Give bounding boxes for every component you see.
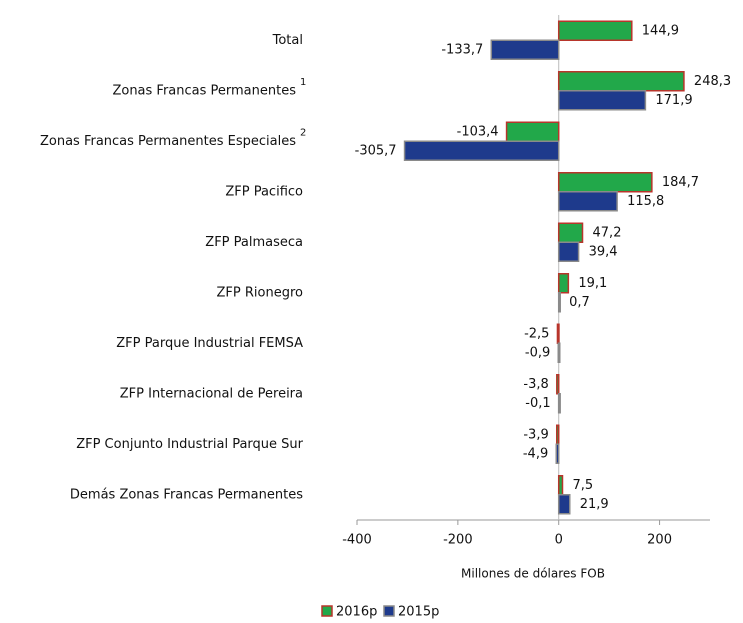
bar — [557, 393, 561, 414]
bar — [557, 191, 618, 212]
data-label: -103,4 — [457, 124, 499, 139]
category-note: 1 — [300, 77, 306, 88]
bar — [557, 342, 561, 363]
data-label: -4,9 — [523, 446, 548, 461]
x-tick-label: 200 — [647, 533, 672, 548]
category-note: 2 — [300, 127, 306, 138]
x-axis-label: Millones de dólares FOB — [461, 567, 605, 581]
data-label: -305,7 — [355, 143, 397, 158]
legend-label: 2015p — [398, 605, 439, 620]
data-label: 115,8 — [627, 194, 664, 209]
y-tick-label: ZFP Pacifico — [225, 184, 303, 199]
bar — [490, 39, 560, 60]
legend-label: 2016p — [336, 605, 377, 620]
y-tick-label: ZFP Internacional de Pereira — [120, 386, 303, 401]
bar — [403, 140, 560, 161]
data-label: 0,7 — [569, 295, 590, 310]
bar — [557, 241, 580, 262]
bar — [555, 424, 560, 445]
y-tick-label: ZFP Parque Industrial FEMSA — [116, 336, 303, 351]
data-label: -3,9 — [523, 427, 548, 442]
y-tick-label: ZFP Palmaseca — [205, 235, 303, 250]
legend-swatch — [321, 605, 333, 617]
data-label: 39,4 — [589, 244, 618, 259]
x-tick-label: -200 — [443, 533, 473, 548]
x-tick-label: -400 — [342, 533, 372, 548]
data-label: 248,3 — [694, 74, 731, 89]
y-tick-label: Zonas Francas Permanentes — [112, 83, 296, 98]
data-label: -0,9 — [525, 345, 550, 360]
bar — [557, 222, 584, 243]
bar — [556, 374, 560, 395]
bar — [556, 323, 560, 344]
legend-swatch — [383, 605, 395, 617]
data-label: 21,9 — [580, 497, 609, 512]
bar — [557, 292, 561, 313]
bar — [557, 273, 570, 294]
data-label: -2,5 — [524, 326, 549, 341]
y-tick-label: Total — [272, 33, 303, 48]
data-label: 7,5 — [572, 478, 593, 493]
bar — [557, 494, 571, 515]
y-tick-label: Demás Zonas Francas Permanentes — [70, 487, 303, 502]
data-label: 171,9 — [655, 93, 692, 108]
y-tick-label: Zonas Francas Permanentes Especiales — [40, 134, 296, 149]
y-tick-label: ZFP Rionegro — [217, 285, 304, 300]
bar — [557, 172, 653, 193]
data-label: -133,7 — [441, 42, 483, 57]
data-label: 184,7 — [662, 175, 699, 190]
bar — [557, 20, 633, 41]
data-label: 47,2 — [593, 225, 622, 240]
bar — [557, 71, 685, 92]
bar — [557, 90, 647, 111]
bar — [555, 443, 560, 464]
x-tick-label: 0 — [555, 533, 563, 548]
data-label: 19,1 — [578, 276, 607, 291]
bar — [505, 121, 560, 142]
y-tick-label: ZFP Conjunto Industrial Parque Sur — [76, 437, 303, 452]
data-label: -0,1 — [525, 396, 550, 411]
bar — [557, 475, 564, 496]
data-label: -3,8 — [523, 377, 548, 392]
data-label: 144,9 — [642, 23, 679, 38]
